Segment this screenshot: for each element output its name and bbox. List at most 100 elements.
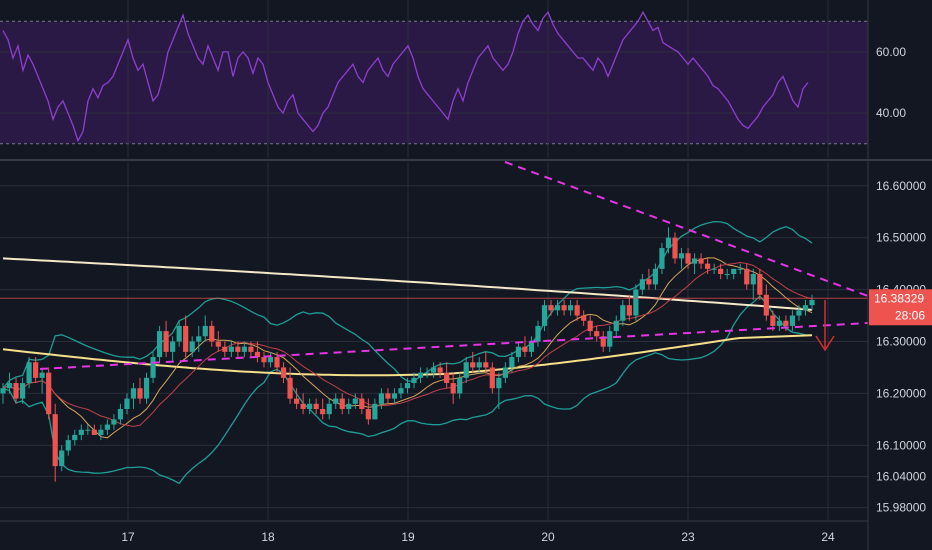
candle-up — [711, 263, 717, 275]
candle-down — [91, 424, 97, 435]
candle-down — [626, 294, 632, 321]
candle-down — [698, 253, 704, 269]
candle-up — [496, 372, 502, 409]
candle-down — [261, 351, 267, 368]
candle-up — [731, 268, 737, 280]
candle-down — [313, 398, 319, 415]
candle-down — [763, 284, 769, 321]
price-tick-label: 16.20000 — [876, 386, 926, 400]
candle-up — [724, 268, 730, 280]
candle-down — [450, 372, 456, 404]
candle-up — [633, 284, 639, 321]
candle-up — [652, 263, 659, 290]
time-tick-label: 24 — [821, 530, 835, 544]
candle-down — [235, 341, 241, 358]
moving-average-fast2-line — [2, 261, 813, 427]
rsi-line — [2, 10, 809, 143]
time-tick-label: 23 — [681, 530, 695, 544]
candle-up — [554, 299, 561, 316]
candle-down — [574, 299, 580, 321]
candle-down — [52, 403, 58, 482]
candle-up — [737, 263, 743, 275]
candle-down — [339, 393, 345, 415]
candle-up — [528, 336, 535, 358]
candle-up — [189, 336, 195, 358]
candle-up — [6, 372, 13, 394]
candle-down — [280, 362, 287, 384]
price-axis[interactable]: 16.6000016.5000016.4000016.3000016.20000… — [867, 0, 932, 550]
down-arrow-icon — [815, 300, 835, 352]
candle-down — [561, 299, 567, 316]
candle-up — [398, 383, 404, 399]
candle-up — [85, 424, 91, 435]
moving-average-slow-line — [2, 257, 813, 311]
candle-up — [59, 445, 65, 472]
candle-up — [98, 424, 104, 441]
candle-up — [620, 299, 626, 326]
candle-down — [215, 331, 221, 352]
candle-up — [130, 383, 137, 409]
candle-down — [600, 331, 606, 352]
current-price-label: 16.38329 — [874, 291, 924, 305]
time-tick-label: 17 — [121, 530, 135, 544]
candle-up — [307, 398, 313, 415]
candle-up — [372, 398, 378, 420]
resistance-trendline[interactable] — [504, 161, 869, 297]
candle-up — [789, 310, 796, 332]
candle-up — [241, 341, 247, 358]
candle-up — [19, 377, 26, 404]
candle-up — [111, 414, 117, 430]
candles — [0, 227, 815, 482]
candle-up — [515, 341, 522, 363]
candle-down — [718, 263, 724, 280]
candle-up — [170, 336, 176, 363]
candle-up — [639, 274, 645, 295]
rsi-tick-label: 60.00 — [876, 45, 906, 59]
candle-up — [417, 367, 424, 384]
candle-down — [548, 299, 554, 316]
moving-average-fast-line — [2, 257, 813, 439]
candle-up — [352, 393, 358, 409]
candle-down — [744, 263, 750, 290]
candle-down — [470, 351, 476, 373]
candle-down — [444, 362, 450, 389]
rsi-axis: 60.00 40.00 — [876, 45, 906, 120]
time-axis[interactable]: 17 18 19 20 23 24 — [0, 520, 868, 544]
candle-up — [346, 398, 352, 415]
candle-down — [685, 248, 691, 269]
candle-up — [150, 351, 156, 384]
candle-down — [33, 357, 39, 384]
candle-up — [659, 242, 665, 275]
moving-average-mid-line — [2, 334, 813, 377]
candle-up — [691, 253, 698, 275]
candle-down — [587, 315, 593, 337]
candle-up — [607, 325, 613, 352]
candle-up — [176, 320, 182, 347]
candle-down — [594, 325, 600, 342]
candle-up — [202, 315, 208, 342]
bollinger-lower-line — [2, 295, 813, 485]
rsi-grid — [0, 0, 868, 158]
price-grid — [0, 162, 868, 520]
candle-up — [502, 362, 508, 384]
price-tick-label: 16.50000 — [876, 231, 926, 245]
candle-down — [489, 362, 495, 394]
candle-up — [404, 377, 411, 394]
price-pane — [0, 161, 869, 520]
support-trendline[interactable] — [39, 322, 869, 370]
time-tick-label: 19 — [401, 530, 415, 544]
candle-up — [809, 294, 815, 311]
candle-down — [287, 367, 293, 404]
price-tick-label: 16.30000 — [876, 335, 926, 349]
candle-down — [320, 398, 326, 420]
candle-up — [411, 372, 417, 389]
price-tick-label: 16.04000 — [876, 469, 926, 483]
candle-up — [228, 341, 234, 358]
candle-up — [143, 372, 150, 404]
candle-up — [509, 351, 515, 373]
rsi-tick-label: 40.00 — [876, 106, 906, 120]
candle-up — [72, 429, 78, 446]
candle-up — [541, 299, 548, 332]
candle-down — [254, 341, 261, 363]
